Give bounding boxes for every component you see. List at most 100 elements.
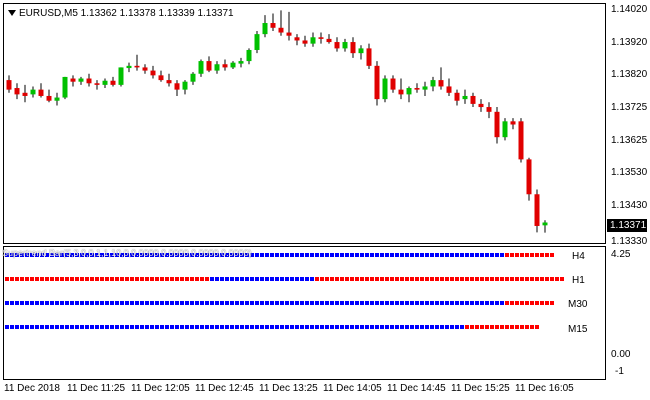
trend-square xyxy=(30,301,34,305)
candle xyxy=(262,15,268,38)
trend-square xyxy=(220,301,224,305)
trend-square xyxy=(300,301,304,305)
trend-square xyxy=(285,301,289,305)
trend-square xyxy=(140,325,144,329)
trend-square xyxy=(430,253,434,257)
trend-square xyxy=(20,301,24,305)
row-label-m15: M15 xyxy=(568,324,588,335)
trend-square xyxy=(135,301,139,305)
trend-square xyxy=(15,253,19,257)
trend-square xyxy=(455,277,459,281)
trend-square xyxy=(70,277,74,281)
trend-square xyxy=(550,253,554,257)
trend-square xyxy=(390,253,394,257)
candle xyxy=(510,118,516,130)
trend-square xyxy=(65,325,69,329)
trend-square xyxy=(170,301,174,305)
time-axis-label: 11 Dec 16:05 xyxy=(515,383,574,394)
candle xyxy=(302,35,308,47)
trend-square xyxy=(480,253,484,257)
trend-square xyxy=(200,277,204,281)
bull-candle-body xyxy=(422,86,428,90)
dropdown-triangle-icon[interactable] xyxy=(8,10,16,17)
trend-square xyxy=(400,253,404,257)
bear-candle-body xyxy=(158,75,164,81)
candle xyxy=(198,59,204,77)
trend-square xyxy=(450,277,454,281)
bull-candle-body xyxy=(230,62,236,68)
trend-square xyxy=(465,253,469,257)
trend-square xyxy=(175,325,179,329)
candle xyxy=(158,70,164,82)
candle xyxy=(126,62,132,73)
trend-square xyxy=(380,325,384,329)
trend-square xyxy=(235,325,239,329)
trend-square xyxy=(265,325,269,329)
bull-candle-body xyxy=(542,222,548,226)
trend-square xyxy=(310,253,314,257)
trend-square xyxy=(520,325,524,329)
trend-square xyxy=(500,277,504,281)
trend-square xyxy=(120,325,124,329)
trend-square xyxy=(115,325,119,329)
trend-square xyxy=(45,277,49,281)
trend-square xyxy=(465,325,469,329)
indicator-pane[interactable] xyxy=(3,246,606,380)
trend-square xyxy=(85,277,89,281)
trend-square xyxy=(75,325,79,329)
trend-square xyxy=(310,277,314,281)
bull-candle-body xyxy=(62,76,68,98)
bear-candle-body xyxy=(38,89,44,96)
trend-square xyxy=(130,325,134,329)
price-axis-label: 1.13820 xyxy=(611,69,648,80)
trend-square xyxy=(450,253,454,257)
time-axis-label: 11 Dec 12:45 xyxy=(195,383,254,394)
bear-candle-body xyxy=(150,70,156,76)
trend-square xyxy=(365,301,369,305)
candle xyxy=(334,37,340,52)
bear-candle-body xyxy=(390,78,396,90)
trend-square xyxy=(155,253,159,257)
trend-square xyxy=(95,301,99,305)
trend-square xyxy=(240,277,244,281)
trend-square xyxy=(390,277,394,281)
trend-square xyxy=(200,325,204,329)
candlestick-chart[interactable] xyxy=(4,4,607,245)
candle xyxy=(86,73,92,87)
candle xyxy=(30,86,36,98)
trend-square xyxy=(50,325,54,329)
trend-square xyxy=(80,301,84,305)
trend-square xyxy=(465,277,469,281)
trend-square xyxy=(200,301,204,305)
trend-square xyxy=(170,325,174,329)
trend-square xyxy=(295,301,299,305)
candle xyxy=(206,56,212,73)
trend-square xyxy=(5,277,9,281)
trend-square xyxy=(490,325,494,329)
candle xyxy=(534,189,540,233)
candle xyxy=(102,78,108,89)
trend-square xyxy=(165,301,169,305)
trend-square xyxy=(420,253,424,257)
trend-square xyxy=(250,325,254,329)
bull-candle-body xyxy=(462,95,468,100)
trend-square xyxy=(425,325,429,329)
candle xyxy=(486,102,492,119)
trend-square xyxy=(530,301,534,305)
trend-square xyxy=(125,253,129,257)
trend-square xyxy=(195,301,199,305)
row-label-m30: M30 xyxy=(568,299,588,310)
trend-square xyxy=(60,325,64,329)
bear-candle-body xyxy=(86,78,92,84)
trend-square xyxy=(95,277,99,281)
trend-square xyxy=(375,301,379,305)
trend-square xyxy=(100,253,104,257)
candle xyxy=(366,43,372,70)
price-chart-pane[interactable]: EURUSD,M5 1.13362 1.13378 1.13339 1.1337… xyxy=(3,3,606,244)
trend-square xyxy=(510,253,514,257)
trend-square xyxy=(420,277,424,281)
candle xyxy=(142,64,148,74)
bull-candle-body xyxy=(126,65,132,69)
trend-square xyxy=(535,277,539,281)
trend-square xyxy=(305,325,309,329)
